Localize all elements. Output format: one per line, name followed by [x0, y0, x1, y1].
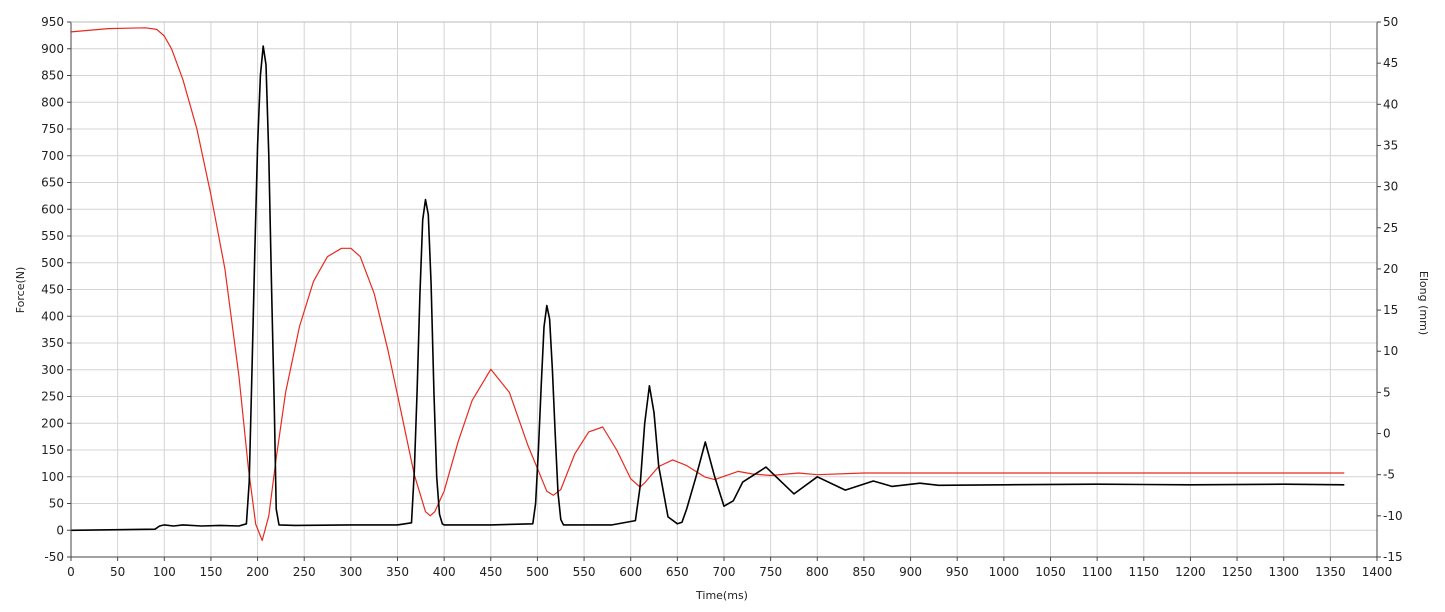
x-tick-label: 450 — [479, 565, 502, 579]
y-left-tick-label: 950 — [41, 15, 64, 29]
x-tick-label: 850 — [852, 565, 875, 579]
y-right-tick-label: -15 — [1383, 550, 1403, 564]
x-tick-label: 1200 — [1175, 565, 1206, 579]
x-tick-label: 1300 — [1268, 565, 1299, 579]
x-tick-label: 100 — [153, 565, 176, 579]
x-tick-label: 500 — [526, 565, 549, 579]
x-tick-label: 1250 — [1222, 565, 1253, 579]
x-tick-label: 1000 — [989, 565, 1020, 579]
x-tick-label: 0 — [67, 565, 75, 579]
y-left-tick-label: -50 — [44, 550, 64, 564]
x-tick-label: 150 — [199, 565, 222, 579]
x-tick-label: 1400 — [1362, 565, 1393, 579]
y-right-tick-label: 50 — [1383, 15, 1398, 29]
x-tick-label: 200 — [246, 565, 269, 579]
y-left-tick-label: 500 — [41, 256, 64, 270]
x-tick-label: 50 — [110, 565, 125, 579]
x-tick-label: 700 — [713, 565, 736, 579]
force-series-line — [70, 45, 1345, 532]
y-left-tick-label: 400 — [41, 309, 64, 323]
y-left-axis-title: Force(N) — [14, 267, 27, 314]
x-tick-label: 1050 — [1035, 565, 1066, 579]
y-left-tick-label: 450 — [41, 283, 64, 297]
y-right-tick-label: 40 — [1383, 97, 1398, 111]
y-left-tick-label: 800 — [41, 95, 64, 109]
x-tick-label: 1100 — [1082, 565, 1113, 579]
x-tick-label: 300 — [339, 565, 362, 579]
series-layer — [70, 27, 1345, 542]
y-right-tick-label: 45 — [1383, 56, 1398, 70]
y-left-tick-label: 50 — [49, 497, 64, 511]
tick-labels: 0 50 100 150 200 250 300 350 400 450 500 550 600 650 7… — [41, 15, 1403, 579]
y-right-tick-label: 10 — [1383, 344, 1398, 358]
x-tick-label: 350 — [386, 565, 409, 579]
y-left-tick-label: 250 — [41, 390, 64, 404]
x-tick-label: 250 — [293, 565, 316, 579]
y-left-tick-label: 350 — [41, 336, 64, 350]
x-tick-label: 750 — [759, 565, 782, 579]
y-left-tick-label: 750 — [41, 122, 64, 136]
y-left-tick-label: 300 — [41, 363, 64, 377]
x-tick-label: 1150 — [1129, 565, 1160, 579]
x-tick-label: 650 — [666, 565, 689, 579]
y-left-tick-label: 600 — [41, 202, 64, 216]
x-axis-title: Time(ms) — [695, 589, 748, 602]
x-tick-label: 950 — [946, 565, 969, 579]
axes — [67, 21, 1381, 561]
y-right-axis-title: Elong (mm) — [1417, 271, 1430, 335]
y-right-tick-label: 25 — [1383, 221, 1398, 235]
y-left-tick-label: 150 — [41, 443, 64, 457]
y-right-tick-label: 30 — [1383, 180, 1398, 194]
y-right-tick-label: 20 — [1383, 262, 1398, 276]
y-right-tick-label: 15 — [1383, 303, 1398, 317]
y-right-tick-label: 5 — [1383, 385, 1391, 399]
x-tick-label: 800 — [806, 565, 829, 579]
y-left-tick-label: 650 — [41, 176, 64, 190]
elongation-series-line — [70, 27, 1345, 542]
y-right-tick-label: -5 — [1383, 468, 1395, 482]
y-right-tick-label: 35 — [1383, 138, 1398, 152]
y-right-tick-label: 0 — [1383, 427, 1391, 441]
y-left-tick-label: 0 — [56, 523, 64, 537]
y-left-tick-label: 900 — [41, 42, 64, 56]
y-left-tick-label: 200 — [41, 416, 64, 430]
x-tick-label: 600 — [619, 565, 642, 579]
x-tick-label: 1350 — [1315, 565, 1346, 579]
gridlines — [70, 21, 1378, 558]
y-left-tick-label: 550 — [41, 229, 64, 243]
y-left-tick-label: 100 — [41, 470, 64, 484]
y-right-tick-label: -10 — [1383, 509, 1403, 523]
x-tick-label: 900 — [899, 565, 922, 579]
y-left-tick-label: 700 — [41, 149, 64, 163]
x-tick-label: 550 — [573, 565, 596, 579]
x-tick-label: 400 — [433, 565, 456, 579]
y-left-tick-label: 850 — [41, 69, 64, 83]
